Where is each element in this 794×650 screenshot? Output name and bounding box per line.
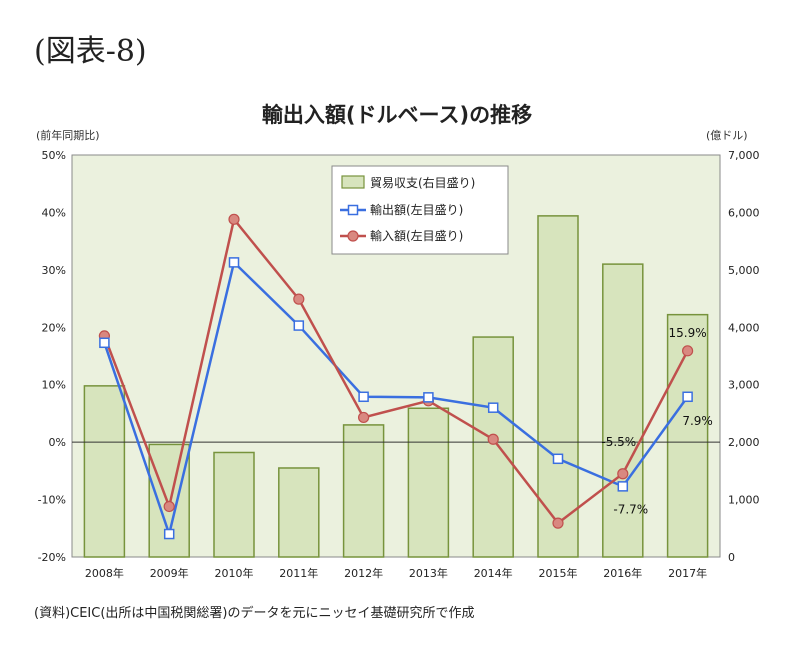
- import-marker: [617, 468, 629, 480]
- trade-balance-bar: [537, 215, 579, 558]
- legend-export-marker: [347, 204, 359, 216]
- export-marker: [552, 453, 564, 465]
- export-marker: [228, 257, 240, 268]
- left-axis-unit: (前年同期比): [36, 129, 100, 142]
- legend-export-label: 輸出額(左目盛り): [370, 202, 463, 217]
- source-note: (資料)CEIC(出所は中国税関総署)のデータを元にニッセイ基礎研究所で作成: [34, 606, 475, 621]
- export-marker: [358, 391, 369, 403]
- export-marker: [423, 392, 434, 403]
- x-tick-label: 2010年: [215, 566, 254, 580]
- figure-label: (図表-8): [34, 34, 147, 69]
- export-marker: [682, 391, 693, 403]
- x-tick-label: 2012年: [344, 566, 383, 580]
- right-tick-label: 5,000: [728, 264, 760, 277]
- trade-balance-bar: [602, 263, 644, 558]
- right-tick-label: 1,000: [728, 494, 760, 507]
- right-axis-unit: (億ドル): [706, 129, 748, 142]
- legend-import-marker: [347, 230, 359, 242]
- data-annotation: -7.7%: [613, 502, 648, 516]
- export-marker: [99, 337, 110, 349]
- trade-balance-bar: [148, 443, 190, 558]
- legend-bar-swatch: [341, 175, 365, 189]
- left-tick-label: 20%: [42, 321, 66, 334]
- data-annotation: -5.5%: [601, 435, 636, 449]
- trade-balance-bar: [213, 451, 255, 558]
- left-tick-label: -10%: [38, 494, 66, 507]
- import-marker: [681, 345, 694, 357]
- trade-balance-bar: [407, 407, 450, 558]
- right-tick-label: 4,000: [728, 321, 760, 334]
- left-tick-label: 10%: [42, 379, 66, 392]
- export-marker: [163, 528, 175, 540]
- x-tick-label: 2014年: [474, 566, 513, 580]
- left-tick-label: -20%: [38, 551, 66, 564]
- trade-balance-bar: [83, 385, 126, 558]
- export-marker: [293, 320, 305, 331]
- x-tick-label: 2009年: [150, 566, 189, 580]
- data-annotation: 15.9%: [669, 326, 707, 340]
- legend-import-label: 輸入額(左目盛り): [370, 228, 463, 243]
- x-tick-label: 2013年: [409, 566, 448, 580]
- right-tick-label: 0: [728, 551, 735, 564]
- x-tick-label: 2011年: [279, 566, 318, 580]
- left-tick-label: 0%: [49, 436, 66, 449]
- import-marker: [552, 517, 564, 529]
- import-marker: [163, 500, 175, 513]
- right-tick-label: 7,000: [728, 149, 760, 162]
- left-tick-label: 30%: [42, 264, 66, 277]
- export-marker: [617, 481, 629, 492]
- import-marker: [228, 213, 240, 225]
- export-line: [103, 259, 689, 539]
- x-tick-label: 2017年: [668, 566, 707, 580]
- import-line: [103, 216, 689, 525]
- right-tick-label: 2,000: [728, 436, 760, 449]
- right-tick-label: 3,000: [728, 379, 760, 392]
- left-tick-label: 50%: [42, 149, 66, 162]
- export-marker: [487, 402, 499, 413]
- trade-balance-bar: [278, 467, 320, 558]
- chart-title: 輸出入額(ドルベース)の推移: [261, 103, 533, 127]
- right-tick-label: 6,000: [728, 206, 760, 219]
- import-marker: [358, 411, 370, 424]
- trade-balance-bar: [342, 424, 385, 558]
- left-tick-label: 40%: [42, 206, 66, 219]
- trade-balance-bar: [472, 336, 514, 558]
- x-tick-label: 2015年: [539, 566, 578, 580]
- import-marker: [487, 433, 499, 445]
- data-annotation: 7.9%: [682, 414, 713, 428]
- x-tick-label: 2016年: [603, 566, 642, 580]
- x-tick-label: 2008年: [85, 566, 124, 580]
- legend-bar-label: 貿易収支(右目盛り): [370, 175, 475, 190]
- import-marker: [293, 293, 305, 305]
